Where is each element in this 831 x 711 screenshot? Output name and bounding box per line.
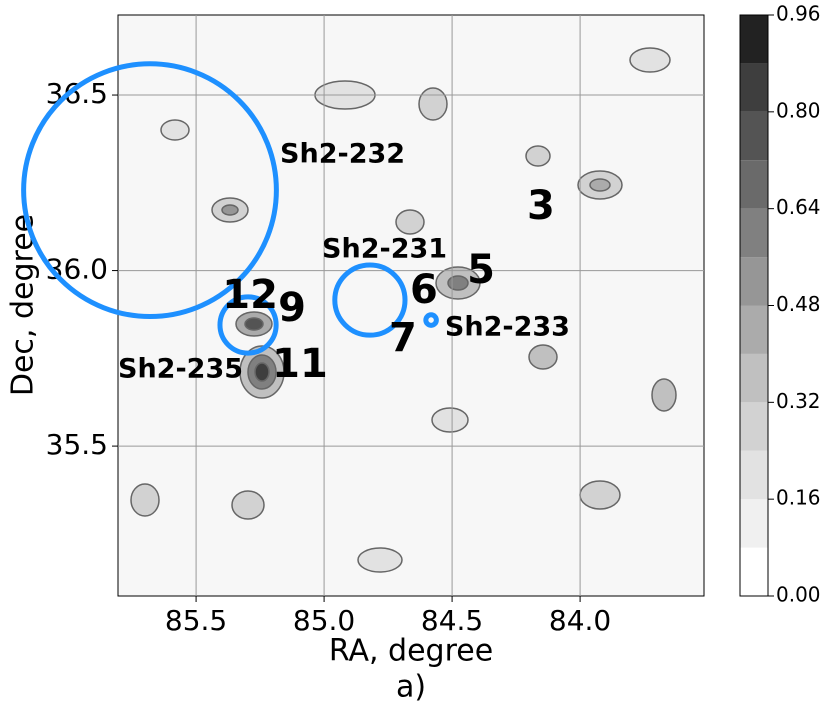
- annotation: 6: [410, 267, 438, 313]
- colorbar-tick-label: 0.00: [776, 583, 821, 607]
- annotation: 5: [467, 247, 495, 293]
- colorbar-band: [740, 499, 768, 548]
- annotation: 3: [527, 183, 555, 229]
- colorbar-band: [740, 353, 768, 403]
- x-tick-label: 85.0: [293, 604, 355, 637]
- region-label: Sh2-232: [280, 139, 405, 170]
- x-tick-label: 84.0: [549, 604, 611, 637]
- colorbar-band: [740, 208, 768, 258]
- region-circle: [217, 294, 279, 356]
- caption: a): [396, 670, 426, 705]
- region-circle: [332, 262, 408, 338]
- contour-field: [118, 15, 704, 596]
- colorbar-tick-label: 0.48: [776, 292, 821, 316]
- colorbar-band: [740, 402, 768, 451]
- y-tick-label: 35.5: [46, 428, 108, 461]
- x-axis-label: RA, degree: [329, 634, 493, 669]
- region-label: Sh2-235: [118, 353, 243, 384]
- x-tick-label: 84.5: [421, 604, 483, 637]
- region-circle: [423, 312, 439, 328]
- colorbar-band: [740, 257, 768, 306]
- colorbar-tick-label: 0.96: [776, 2, 821, 26]
- colorbar-band: [740, 63, 768, 112]
- colorbar-tick-label: 0.64: [776, 195, 821, 219]
- annotation: 9: [278, 285, 306, 331]
- plot-frame: [117, 14, 705, 597]
- colorbar-band: [740, 547, 768, 596]
- colorbar-band: [740, 160, 768, 209]
- region-label: Sh2-233: [445, 312, 570, 343]
- colorbar-tick-label: 0.32: [776, 389, 821, 413]
- region-label: Sh2-231: [322, 234, 447, 265]
- colorbar-tick-label: 0.16: [776, 486, 821, 510]
- colorbar-band: [740, 111, 768, 161]
- colorbar-tick-label: 0.80: [776, 98, 821, 122]
- annotation: 7: [389, 315, 417, 361]
- x-tick-label: 85.5: [165, 604, 227, 637]
- annotation: 12: [222, 272, 278, 318]
- y-tick-label: 36.0: [46, 253, 108, 286]
- region-circle: [21, 61, 279, 320]
- colorbar-band: [740, 305, 768, 354]
- colorbar-band: [740, 15, 768, 64]
- annotation: 11: [272, 341, 328, 387]
- colorbar-band: [740, 450, 768, 500]
